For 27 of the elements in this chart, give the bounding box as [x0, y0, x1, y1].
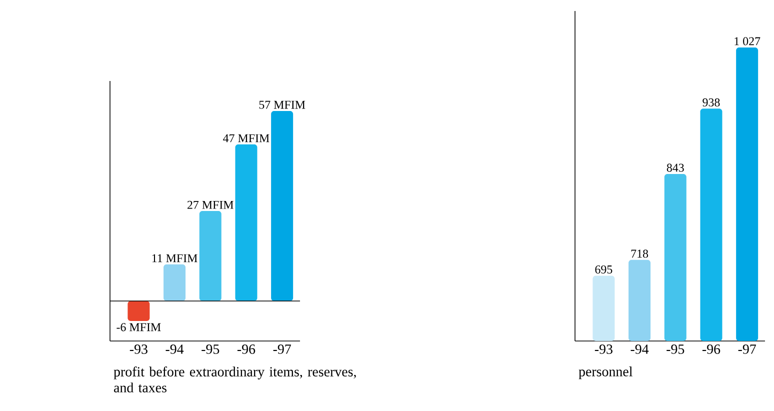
data-label: 843 [666, 164, 684, 172]
x-tick-label: -93 [130, 344, 148, 354]
bar [164, 264, 186, 301]
bar [199, 211, 222, 301]
x-tick-label: -96 [702, 344, 720, 354]
x-tick-label: -93 [594, 344, 612, 354]
x-tick-label: -94 [166, 344, 184, 354]
data-label: -6 MFIM [116, 323, 161, 332]
x-axis-title: personnel [578, 366, 632, 380]
bar [235, 144, 258, 301]
data-label: 47 MFIM [223, 134, 270, 142]
data-label: 718 [631, 250, 648, 258]
data-label: 11 MFIM [152, 254, 198, 262]
x-tick-label: -97 [273, 344, 291, 354]
data-label: 57 MFIM [259, 100, 306, 109]
bar [271, 111, 294, 301]
x-tick-label: -94 [630, 344, 649, 354]
x-axis-title: profit before extraordinary items, reserves, and taxes [114, 366, 356, 392]
data-label: 1 027 [734, 37, 760, 46]
x-tick-label: -95 [666, 344, 684, 354]
bar [128, 301, 150, 321]
x-tick-label: -97 [738, 344, 756, 354]
x-tick-label: -96 [237, 344, 256, 354]
data-label: 938 [702, 98, 720, 106]
data-label: 695 [595, 265, 612, 274]
x-tick-label: -95 [202, 344, 220, 354]
data-label: 27 MFIM [187, 200, 234, 209]
